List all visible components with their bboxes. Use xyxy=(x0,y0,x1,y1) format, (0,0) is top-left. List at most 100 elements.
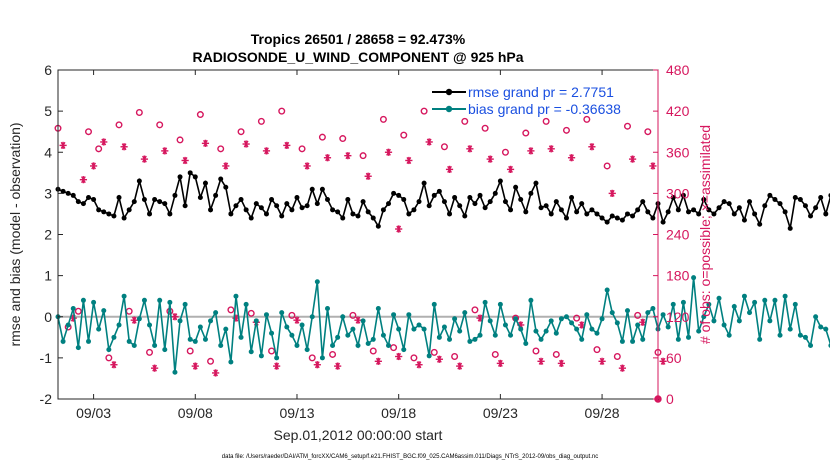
obs-assimilated-point xyxy=(395,225,403,233)
obs-assimilated-point xyxy=(445,165,454,173)
rmse-series-point xyxy=(319,186,325,192)
bias-series-point xyxy=(121,293,127,299)
obs-assimilated-point xyxy=(110,361,118,369)
bias-series-point xyxy=(182,301,188,307)
bias-series-point xyxy=(269,330,275,336)
rmse-series-point xyxy=(767,192,773,198)
bias-series-point xyxy=(263,312,269,318)
obs-assimilated-point xyxy=(89,162,98,170)
rmse-series-point xyxy=(492,190,498,196)
rmse-series-point xyxy=(192,174,198,180)
rmse-series-point xyxy=(675,207,681,213)
obs-assimilated-point xyxy=(222,162,230,170)
rmse-series-point xyxy=(324,197,330,203)
bias-series-point xyxy=(284,324,290,330)
rmse-series-point xyxy=(309,186,315,192)
legend: rmse grand pr = 2.7751 bias grand pr = -… xyxy=(432,84,621,117)
bias-series-point xyxy=(569,320,575,326)
rmse-series-point xyxy=(253,201,259,207)
obs-possible-point xyxy=(146,348,154,356)
obs-possible-point xyxy=(542,117,550,125)
rmse-series-point xyxy=(533,180,539,186)
obs-assimilated-point xyxy=(130,316,138,324)
rmse-series-point xyxy=(477,192,483,198)
obs-possible-point xyxy=(390,344,398,352)
rmse-series-point xyxy=(787,225,793,231)
rmse-series-point xyxy=(299,205,305,211)
bias-series-point xyxy=(818,324,824,330)
rmse-series-point xyxy=(609,213,615,219)
bias-series-point xyxy=(375,306,381,312)
rmse-series-point xyxy=(528,190,534,196)
bias-series-point xyxy=(370,336,376,342)
y-tick-label-left: 6 xyxy=(44,62,52,78)
rmse-series-point xyxy=(157,199,163,205)
rmse-series-point xyxy=(782,209,788,215)
rmse-series-point xyxy=(482,205,488,211)
rmse-series-point xyxy=(701,197,707,203)
bias-series-point xyxy=(202,336,208,342)
obs-possible-point xyxy=(74,307,82,315)
rmse-series-point xyxy=(624,211,630,217)
rmse-series-point xyxy=(711,211,717,217)
obs-possible-point xyxy=(237,128,245,136)
rmse-series-point xyxy=(238,197,244,203)
bias-series-point xyxy=(192,338,198,344)
bias-series-point xyxy=(86,338,92,344)
bias-series-point xyxy=(452,316,458,322)
bias-series-point xyxy=(248,349,254,355)
rmse-series-point xyxy=(391,190,397,196)
rmse-series-point xyxy=(126,207,132,213)
bias-series-point xyxy=(126,338,132,344)
rmse-series-point xyxy=(172,192,178,198)
rmse-series-point xyxy=(294,194,300,200)
bias-series-point xyxy=(380,332,386,338)
bias-series-point xyxy=(238,334,244,340)
legend-bias-label: bias grand pr = -0.36638 xyxy=(468,101,621,117)
bias-series-point xyxy=(289,332,295,338)
obs-possible-point xyxy=(318,133,326,141)
obs-assimilated-point xyxy=(598,357,606,365)
rmse-series-point xyxy=(304,203,310,209)
bias-series-point xyxy=(614,320,620,326)
rmse-series-point xyxy=(121,215,127,221)
rmse-series-point xyxy=(731,211,737,217)
bias-series-point xyxy=(187,336,193,342)
bias-series-point xyxy=(619,338,625,344)
bias-series-point xyxy=(243,301,249,307)
bias-series-point xyxy=(319,355,325,361)
obs-possible-point xyxy=(369,347,377,355)
y-tick-label-right: 180 xyxy=(666,268,690,284)
chart-title-line-2: RADIOSONDE_U_WIND_COMPONENT @ 925 hPa xyxy=(192,49,523,65)
obs-assimilated-point xyxy=(608,189,616,197)
rmse-series-point xyxy=(802,203,808,209)
rmse-series-point xyxy=(452,194,458,200)
bias-series-point xyxy=(548,318,554,324)
rmse-series-point xyxy=(792,194,798,200)
obs-assimilated-point xyxy=(140,155,149,163)
x-tick-label: 09/28 xyxy=(585,405,620,421)
obs-assimilated-point xyxy=(161,147,169,155)
rmse-series-point xyxy=(406,211,412,217)
rmse-series-point xyxy=(813,205,819,211)
obs-possible-point xyxy=(135,108,143,116)
rmse-series-point xyxy=(396,192,402,198)
rmse-series-point xyxy=(187,170,193,176)
rmse-series-point xyxy=(258,205,264,211)
bias-series-point xyxy=(386,343,392,349)
rmse-series-point xyxy=(686,209,692,215)
bias-series-point xyxy=(401,347,407,353)
y-tick-label-right: 120 xyxy=(666,309,690,325)
rmse-series-point xyxy=(645,209,651,215)
obs-possible-point xyxy=(329,350,337,358)
obs-assimilated-point xyxy=(212,369,220,377)
bias-series-point xyxy=(660,312,666,318)
bias-series-point xyxy=(543,328,549,334)
bias-series-point xyxy=(441,324,447,330)
bias-series-point xyxy=(691,275,697,281)
bias-series-point xyxy=(197,324,203,330)
obs-assimilated-point xyxy=(456,362,464,370)
obs-assimilated-point xyxy=(659,357,667,365)
bias-series-point xyxy=(406,312,412,318)
footer-data-file: data file: /Users/raeder/DAI/ATM_forcXX/… xyxy=(222,454,598,460)
